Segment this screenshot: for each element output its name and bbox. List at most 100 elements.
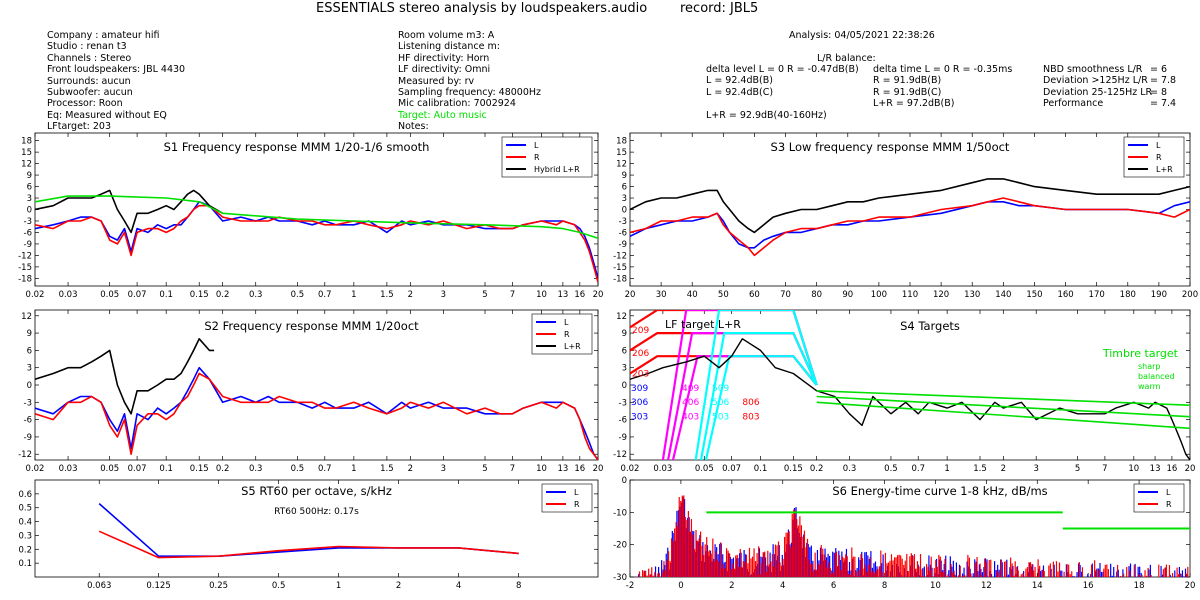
etc-bar bbox=[1180, 573, 1182, 577]
header-left-line: Eq: Measured without EQ bbox=[47, 109, 167, 121]
etc-bar bbox=[1030, 566, 1032, 577]
etc-bar bbox=[1052, 561, 1054, 577]
etc-bar bbox=[661, 560, 663, 577]
etc-bar bbox=[654, 572, 656, 577]
etc-bar bbox=[882, 554, 884, 577]
x-tick-label: 10 bbox=[930, 581, 941, 591]
etc-bar bbox=[934, 573, 936, 577]
x-tick-label: 0.25 bbox=[209, 581, 228, 591]
etc-bar bbox=[646, 575, 648, 577]
x-tick-label: 20 bbox=[593, 290, 604, 300]
etc-bar bbox=[729, 556, 731, 577]
legend-entry: L bbox=[574, 488, 579, 497]
etc-bar bbox=[878, 566, 880, 577]
etc-bar bbox=[1134, 563, 1136, 577]
x-tick-label: 1 bbox=[351, 290, 356, 300]
y-tick-label: -9 bbox=[619, 433, 627, 443]
etc-bar bbox=[852, 556, 854, 577]
x-tick-label: 0.05 bbox=[100, 290, 119, 300]
y-tick-label: 3 bbox=[622, 364, 627, 374]
etc-bar bbox=[1007, 574, 1009, 577]
series-line bbox=[630, 197, 1190, 257]
etc-bar bbox=[735, 558, 738, 577]
series-line bbox=[35, 338, 215, 415]
etc-bar bbox=[826, 557, 828, 577]
etc-bar bbox=[816, 569, 818, 577]
x-tick-label: 0 bbox=[678, 581, 683, 591]
etc-bar bbox=[942, 572, 945, 577]
etc-bar bbox=[665, 553, 667, 577]
etc-bar bbox=[1176, 567, 1178, 577]
etc-bar bbox=[835, 551, 838, 577]
x-tick-label: 0.07 bbox=[722, 464, 741, 474]
etc-bar bbox=[778, 545, 780, 577]
etc-bar bbox=[1116, 571, 1118, 577]
target-label: 803 bbox=[742, 413, 759, 423]
etc-bar bbox=[870, 551, 872, 577]
x-tick-label: 0.5 bbox=[291, 464, 305, 474]
chart-title: S5 RT60 per octave, s/kHz bbox=[241, 484, 392, 498]
series-line bbox=[816, 395, 1190, 418]
etc-bar bbox=[721, 568, 723, 577]
etc-bar bbox=[685, 528, 687, 577]
etc-bar bbox=[896, 563, 898, 577]
etc-bar bbox=[930, 556, 932, 577]
legend-entry: R bbox=[564, 330, 570, 339]
etc-bar bbox=[815, 570, 817, 577]
etc-bar bbox=[1103, 568, 1105, 577]
etc-bar bbox=[732, 557, 735, 577]
etc-bar bbox=[806, 538, 809, 577]
etc-bar bbox=[771, 572, 773, 577]
etc-bar bbox=[996, 570, 998, 577]
etc-bar bbox=[785, 532, 787, 577]
etc-bar bbox=[716, 547, 718, 577]
etc-bar bbox=[814, 552, 816, 577]
header-mid-line: HF directivity: Horn bbox=[398, 52, 490, 64]
etc-bar bbox=[954, 574, 956, 577]
y-tick-label: 0.4 bbox=[18, 518, 32, 528]
etc-bar bbox=[669, 560, 671, 577]
etc-bar bbox=[877, 569, 879, 577]
etc-bar bbox=[703, 554, 705, 577]
etc-bar bbox=[783, 565, 785, 577]
etc-bar bbox=[959, 565, 961, 577]
etc-bar bbox=[670, 538, 673, 577]
etc-bar bbox=[1023, 571, 1025, 577]
etc-bar bbox=[727, 550, 729, 577]
etc-bar bbox=[926, 574, 928, 577]
etc-bar bbox=[850, 570, 852, 577]
etc-bar bbox=[1034, 566, 1036, 577]
etc-bar bbox=[673, 533, 675, 577]
quality-label: Performance bbox=[1043, 98, 1104, 110]
x-tick-label: 60 bbox=[749, 290, 760, 300]
etc-bar bbox=[716, 559, 718, 577]
etc-bar bbox=[919, 575, 921, 577]
target-label: 509 bbox=[712, 384, 729, 394]
etc-bar bbox=[920, 576, 922, 577]
x-tick-label: 0.7 bbox=[318, 464, 332, 474]
header-mid-line: Room volume m3: A bbox=[398, 30, 495, 41]
etc-bar bbox=[848, 562, 851, 577]
lr-col1-line: L = 92.4dB(C) bbox=[706, 86, 774, 98]
lr-lf-level: L+R = 92.9dB(40-160Hz) bbox=[706, 110, 827, 121]
etc-bar bbox=[759, 574, 761, 577]
etc-bar bbox=[832, 551, 834, 577]
chart-title: S2 Frequency response MMM 1/20oct bbox=[204, 319, 419, 333]
etc-bar bbox=[857, 576, 859, 577]
y-tick-label: 0.5 bbox=[18, 504, 32, 514]
record-label: record: JBL5 bbox=[680, 1, 759, 16]
x-tick-label: 4 bbox=[456, 581, 461, 591]
etc-bar bbox=[828, 562, 830, 577]
legend-entry: R bbox=[1156, 153, 1162, 162]
timbre-item: balanced bbox=[1138, 372, 1175, 381]
quality-labels: NBD smoothness L/R Deviation >125Hz L/R … bbox=[1043, 64, 1152, 110]
etc-bar bbox=[706, 537, 708, 577]
lr-balance-title: L/R balance: bbox=[817, 53, 876, 64]
etc-bar bbox=[940, 560, 942, 577]
etc-bar bbox=[791, 513, 793, 577]
target-label: 209 bbox=[632, 326, 649, 336]
etc-bar bbox=[919, 554, 922, 577]
etc-bar bbox=[638, 571, 641, 577]
etc-bar bbox=[1178, 574, 1180, 577]
etc-bar bbox=[798, 533, 800, 577]
